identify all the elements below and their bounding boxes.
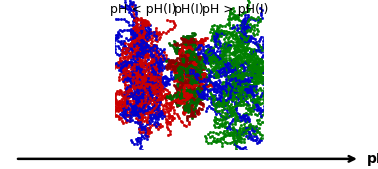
Text: pH(I): pH(I) — [174, 3, 204, 16]
Text: pH > pH(I): pH > pH(I) — [202, 3, 268, 16]
Text: pH: pH — [367, 152, 378, 166]
Text: pH < pH(I): pH < pH(I) — [110, 3, 176, 16]
